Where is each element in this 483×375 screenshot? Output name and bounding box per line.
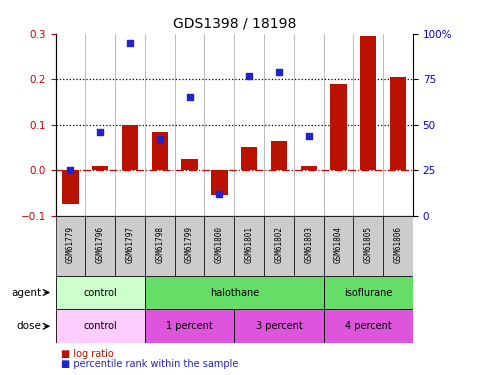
Bar	[175, 216, 204, 276]
Bar	[85, 216, 115, 276]
Text: control: control	[84, 321, 117, 331]
Bar	[145, 309, 234, 343]
Bar	[182, 159, 198, 170]
Text: halothane: halothane	[210, 288, 259, 297]
Point	[215, 191, 223, 197]
Text: dose: dose	[16, 321, 41, 331]
Bar	[211, 170, 227, 195]
Bar	[62, 170, 79, 204]
Text: GSM61804: GSM61804	[334, 226, 343, 263]
Text: GSM61803: GSM61803	[304, 226, 313, 263]
Text: GSM61801: GSM61801	[245, 226, 254, 263]
Bar	[241, 147, 257, 170]
Text: ■ log ratio: ■ log ratio	[61, 349, 114, 358]
Bar	[145, 276, 324, 309]
Point	[364, 3, 372, 9]
Bar	[390, 77, 406, 170]
Bar	[383, 216, 413, 276]
Text: GSM61806: GSM61806	[394, 226, 402, 263]
Text: ■ percentile rank within the sample: ■ percentile rank within the sample	[61, 359, 239, 369]
Bar	[324, 216, 354, 276]
Bar	[324, 276, 413, 309]
Bar	[360, 36, 376, 170]
Bar	[300, 166, 317, 170]
Point	[97, 129, 104, 135]
Text: GSM61797: GSM61797	[126, 226, 134, 263]
Bar	[56, 276, 145, 309]
Bar	[324, 309, 413, 343]
Point	[67, 167, 74, 173]
Text: 4 percent: 4 percent	[345, 321, 392, 331]
Bar	[56, 309, 145, 343]
Bar	[271, 141, 287, 170]
Bar	[122, 124, 138, 170]
Bar	[234, 216, 264, 276]
Bar	[354, 216, 383, 276]
Point	[156, 136, 164, 142]
Bar	[115, 216, 145, 276]
Point	[275, 69, 283, 75]
Bar	[264, 216, 294, 276]
Point	[126, 40, 134, 46]
Text: GSM61802: GSM61802	[274, 226, 284, 263]
Point	[335, 16, 342, 22]
Bar	[204, 216, 234, 276]
Bar	[330, 84, 347, 170]
Text: GSM61796: GSM61796	[96, 226, 105, 263]
Bar	[152, 132, 168, 170]
Text: control: control	[84, 288, 117, 297]
Text: GDS1398 / 18198: GDS1398 / 18198	[172, 17, 296, 31]
Point	[394, 16, 402, 22]
Point	[305, 133, 313, 139]
Text: GSM61799: GSM61799	[185, 226, 194, 263]
Text: 1 percent: 1 percent	[166, 321, 213, 331]
Bar	[145, 216, 175, 276]
Bar	[294, 216, 324, 276]
Text: GSM61779: GSM61779	[66, 226, 75, 263]
Bar	[92, 166, 108, 170]
Text: isoflurane: isoflurane	[344, 288, 393, 297]
Bar	[234, 309, 324, 343]
Text: GSM61805: GSM61805	[364, 226, 373, 263]
Point	[245, 73, 253, 79]
Text: agent: agent	[11, 288, 41, 297]
Text: GSM61800: GSM61800	[215, 226, 224, 263]
Text: GSM61798: GSM61798	[156, 226, 164, 263]
Point	[185, 94, 193, 100]
Text: 3 percent: 3 percent	[256, 321, 302, 331]
Bar	[56, 216, 85, 276]
